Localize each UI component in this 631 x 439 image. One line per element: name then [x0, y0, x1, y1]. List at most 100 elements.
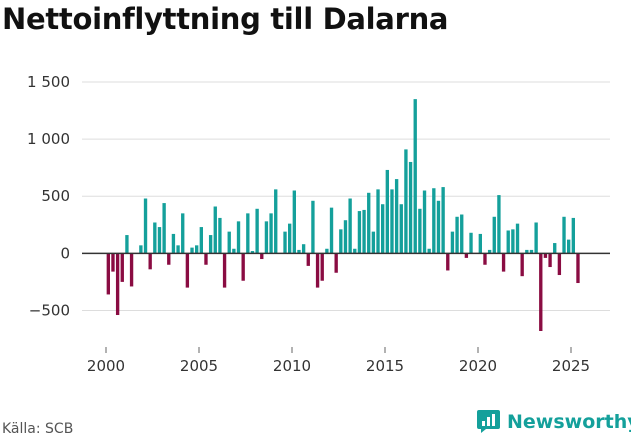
bar-41 — [297, 249, 301, 254]
bar-82 — [487, 249, 492, 254]
bar-38 — [283, 231, 287, 254]
bar-23 — [213, 206, 217, 254]
bar-56 — [367, 192, 371, 254]
bar-25 — [222, 253, 227, 288]
bar-29 — [241, 253, 245, 281]
source-label: Källa: SCB — [2, 421, 74, 437]
bar-9 — [148, 253, 152, 270]
y-axis-ticks: −500 0 500 1 000 1 500 — [27, 73, 70, 319]
bar-0 — [106, 253, 110, 295]
bar-78 — [469, 232, 473, 254]
bar-1 — [111, 253, 115, 272]
bar-27 — [232, 248, 236, 254]
y-tick-label-2: 500 — [41, 187, 70, 205]
bar-85 — [501, 253, 506, 272]
bar-18 — [190, 247, 194, 254]
bar-43 — [306, 253, 310, 266]
bar-59 — [381, 204, 385, 254]
bar-80 — [478, 233, 482, 254]
bar-70 — [432, 188, 436, 254]
bar-42 — [301, 244, 306, 254]
bar-50 — [339, 229, 343, 254]
bar-3 — [120, 253, 124, 282]
bar-92 — [534, 222, 538, 254]
bar-48 — [329, 207, 334, 254]
bar-68 — [422, 190, 427, 254]
bar-19 — [195, 245, 199, 254]
bar-21 — [204, 253, 208, 265]
chart-title: Nettoinflyttning till Dalarna — [2, 2, 449, 36]
bar-91 — [529, 249, 534, 254]
bar-4 — [125, 235, 129, 254]
bar-55 — [362, 209, 366, 254]
bar-28 — [236, 221, 241, 254]
bar-71 — [436, 200, 441, 254]
y-tick-label-4: 1 500 — [27, 73, 70, 91]
bar-45 — [315, 253, 320, 288]
bar-17 — [185, 253, 190, 288]
bar-32 — [255, 208, 259, 254]
bar-16 — [181, 213, 185, 254]
bar-44 — [311, 200, 315, 254]
bar-34 — [264, 221, 269, 254]
bar-66 — [413, 99, 417, 254]
bars — [106, 99, 580, 331]
bar-35 — [269, 213, 273, 254]
bar-75 — [455, 216, 459, 254]
bar-49 — [334, 253, 338, 273]
bar-83 — [492, 216, 496, 254]
bar-33 — [260, 253, 264, 260]
bar-87 — [511, 229, 515, 254]
bar-60 — [385, 169, 389, 254]
bar-90 — [525, 249, 529, 254]
bar-46 — [320, 253, 324, 281]
brand-name: Newsworthy — [507, 410, 631, 433]
bar-24 — [218, 217, 222, 254]
bar-30 — [246, 213, 250, 254]
bar-65 — [408, 161, 413, 254]
bar-98 — [562, 216, 566, 254]
bar-72 — [441, 187, 445, 254]
bar-93 — [539, 253, 543, 331]
bar-15 — [176, 245, 180, 254]
bar-81 — [483, 253, 487, 265]
bar-99 — [567, 239, 571, 254]
bar-20 — [199, 227, 203, 254]
bar-96 — [553, 243, 557, 254]
bar-54 — [357, 211, 362, 254]
bar-58 — [376, 189, 380, 254]
gridlines — [82, 81, 610, 311]
y-tick-label-1: 0 — [60, 244, 70, 262]
y-tick-label-0: −500 — [29, 301, 70, 319]
bar-31 — [250, 251, 255, 254]
y-tick-label-3: 1 000 — [27, 130, 70, 148]
x-axis-ticks: 2000 2005 2010 2015 2020 2025 — [87, 347, 590, 375]
bar-69 — [427, 248, 431, 254]
bar-100 — [571, 217, 575, 254]
bar-61 — [390, 189, 394, 254]
bar-77 — [464, 253, 469, 258]
bar-22 — [208, 235, 213, 254]
newsworthy-icon — [477, 410, 500, 433]
bar-73 — [446, 253, 450, 271]
bar-89 — [520, 253, 524, 277]
bar-5 — [129, 253, 134, 287]
bar-88 — [515, 223, 520, 254]
bar-94 — [543, 253, 548, 258]
brand-logo[interactable]: Newsworthy — [476, 409, 631, 434]
bar-101 — [576, 253, 580, 284]
bar-13 — [167, 253, 171, 265]
bar-11 — [157, 227, 162, 254]
x-tick-label-0: 2000 — [87, 357, 125, 375]
bar-7 — [139, 245, 143, 254]
x-tick-label-3: 2015 — [366, 357, 404, 375]
bar-64 — [404, 149, 408, 254]
bar-52 — [348, 198, 352, 254]
bar-76 — [460, 214, 464, 254]
bar-51 — [343, 220, 348, 254]
x-tick-label-4: 2020 — [459, 357, 497, 375]
bar-97 — [557, 253, 562, 276]
x-tick-label-1: 2005 — [180, 357, 218, 375]
bar-57 — [371, 231, 376, 254]
